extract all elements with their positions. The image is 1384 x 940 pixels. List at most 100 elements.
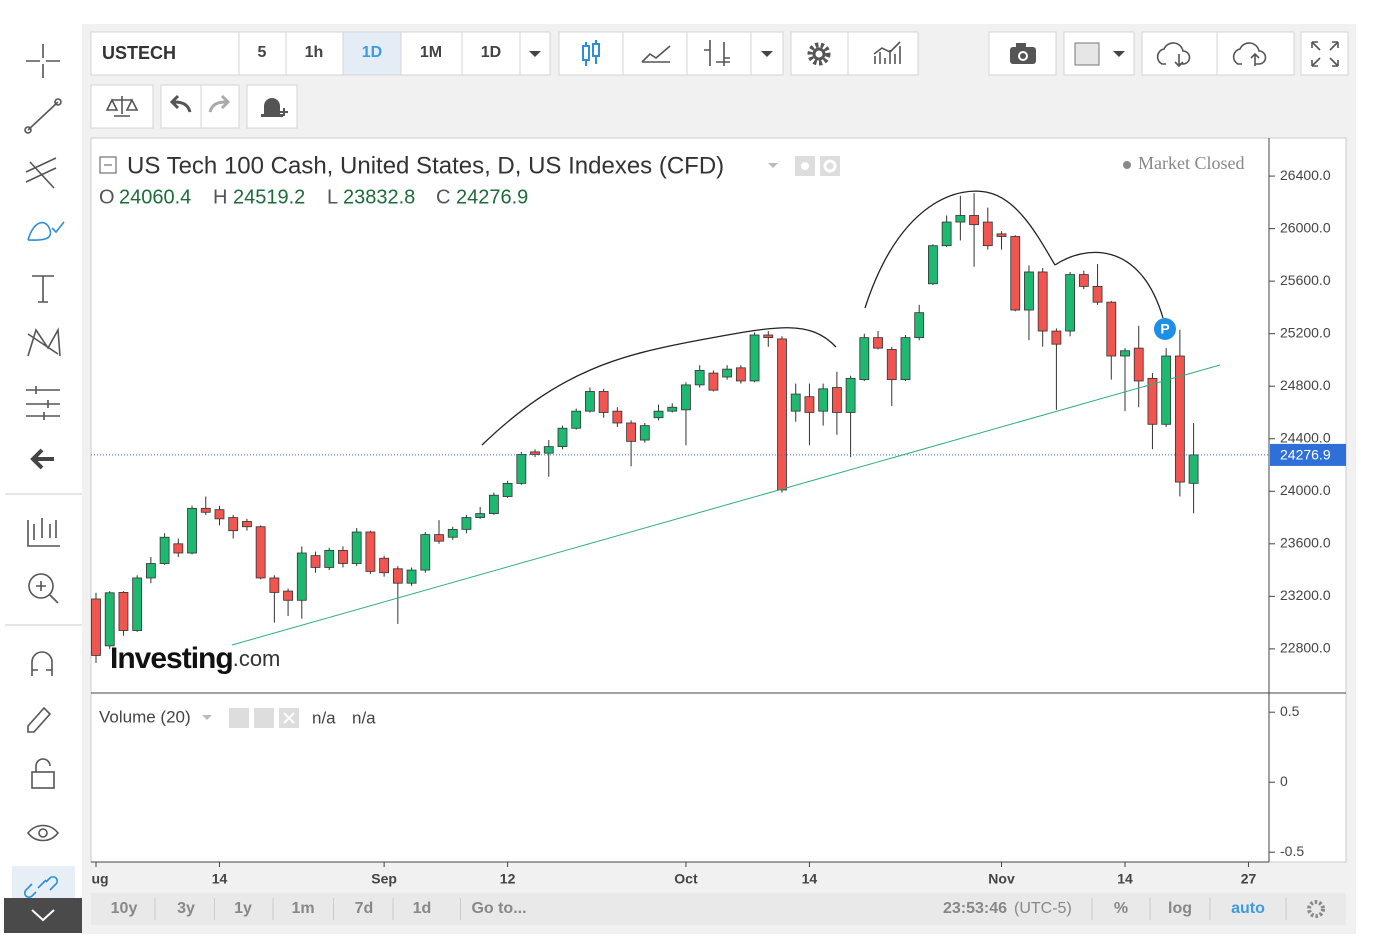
candle-body — [557, 427, 568, 448]
clock-time: 23:53:46 — [943, 900, 1007, 917]
fib-tool[interactable] — [25, 157, 57, 189]
candle-body — [91, 598, 101, 656]
ohlc-value: 24276.9 — [456, 186, 528, 208]
right-shoulder[interactable] — [1054, 251, 1164, 319]
candle-body — [351, 531, 362, 564]
log-toggle[interactable]: log — [1168, 900, 1192, 917]
line-button[interactable] — [622, 31, 688, 76]
interval: 1h — [305, 44, 324, 61]
x-tick-label: 27 — [1241, 871, 1257, 887]
gear-button[interactable] — [254, 708, 274, 728]
brush-tool[interactable] — [27, 221, 65, 241]
measure-tool[interactable] — [26, 386, 60, 420]
x-tick-label: 12 — [500, 871, 516, 887]
candle-body — [612, 410, 623, 424]
candle-body — [873, 337, 883, 349]
range-button[interactable]: Go to... — [471, 900, 526, 917]
head[interactable] — [864, 190, 1056, 309]
volume-tick-label: 0 — [1280, 773, 1288, 789]
market-status: Market Closed — [1138, 153, 1244, 173]
candle-body — [982, 221, 993, 247]
volume-value: n/a — [312, 708, 336, 727]
y-tick-label: 24000.0 — [1280, 482, 1331, 498]
caret — [529, 51, 541, 57]
y-tick-label: 22800.0 — [1280, 640, 1331, 656]
candle-body — [269, 577, 280, 593]
candle-body — [461, 517, 472, 530]
marker[interactable] — [1154, 318, 1176, 340]
candle-body — [255, 526, 266, 579]
candles-button[interactable] — [558, 31, 624, 76]
candle-body — [159, 536, 170, 564]
range-button[interactable]: 1d — [413, 900, 432, 917]
candle-body — [969, 215, 979, 226]
candle-body — [132, 577, 143, 631]
interval-button[interactable] — [238, 31, 287, 76]
collapse-button[interactable] — [4, 898, 82, 933]
eye-tool[interactable] — [26, 824, 60, 842]
range-button[interactable]: 10y — [111, 900, 138, 917]
bottom-bar — [91, 893, 1346, 925]
status-dot — [1123, 161, 1131, 169]
zoom-tool[interactable] — [28, 573, 54, 599]
eye-button[interactable] — [229, 708, 249, 728]
interval-button-active[interactable] — [342, 31, 402, 76]
interval-button[interactable] — [285, 31, 344, 76]
candle-body — [502, 482, 513, 497]
candle-body — [365, 531, 376, 572]
y-tick-label: 24400.0 — [1280, 429, 1331, 445]
text-tool[interactable] — [32, 275, 54, 303]
crosshair-tool[interactable] — [26, 44, 60, 78]
last-price-label: 24276.9 — [1280, 447, 1331, 463]
candle-body — [681, 384, 691, 411]
pencil-tool[interactable] — [27, 706, 52, 733]
x-tick-label: ug — [91, 871, 108, 887]
interval-button[interactable] — [400, 31, 463, 76]
candle-body — [845, 377, 856, 413]
gear-button[interactable] — [820, 156, 840, 176]
left-shoulder[interactable] — [481, 327, 837, 446]
redo-button[interactable] — [200, 84, 240, 129]
load-button[interactable] — [1141, 31, 1218, 76]
candle-body — [914, 312, 925, 339]
magnet-tool[interactable] — [31, 651, 53, 676]
percent-toggle[interactable]: % — [1114, 900, 1128, 917]
lock-tool[interactable] — [31, 771, 55, 789]
settings-button[interactable] — [790, 31, 849, 76]
indicators-button[interactable] — [847, 31, 919, 76]
indicator-tool[interactable] — [27, 518, 60, 547]
bars-button[interactable] — [686, 31, 752, 76]
line-tool[interactable] — [27, 101, 59, 131]
candle-body — [296, 552, 307, 601]
range-button[interactable]: 1y — [234, 900, 252, 917]
range-button[interactable]: 7d — [355, 900, 374, 917]
ohlc-label: L — [327, 186, 338, 208]
interval: 1D — [481, 44, 501, 61]
interval-button[interactable] — [461, 31, 521, 76]
symbol: USTECH — [102, 43, 176, 63]
trend-line[interactable] — [231, 364, 1221, 646]
settings[interactable] — [1307, 900, 1325, 918]
candle-body — [694, 370, 705, 386]
color-swatch — [1074, 42, 1100, 66]
fullscreen-button[interactable] — [1300, 31, 1349, 76]
gear — [807, 42, 831, 66]
candle-body — [1010, 236, 1021, 311]
marker-label: P — [1160, 321, 1169, 337]
candle-body — [790, 393, 801, 412]
symbol-box[interactable] — [90, 31, 240, 76]
candle-body — [1078, 274, 1089, 287]
back-tool[interactable] — [30, 448, 54, 470]
auto-toggle[interactable]: auto — [1231, 900, 1265, 917]
interval: 1D — [362, 44, 382, 61]
range-button[interactable]: 1m — [291, 900, 314, 917]
link-tool[interactable] — [23, 875, 59, 899]
candle-body — [543, 446, 554, 454]
undo-button[interactable] — [160, 84, 202, 129]
pattern-tool[interactable] — [27, 327, 61, 357]
candle-body — [900, 337, 911, 381]
range-button[interactable]: 3y — [177, 900, 195, 917]
candle-body — [187, 507, 197, 554]
candle-body — [639, 425, 650, 441]
y-tick-label: 25200.0 — [1280, 324, 1331, 340]
